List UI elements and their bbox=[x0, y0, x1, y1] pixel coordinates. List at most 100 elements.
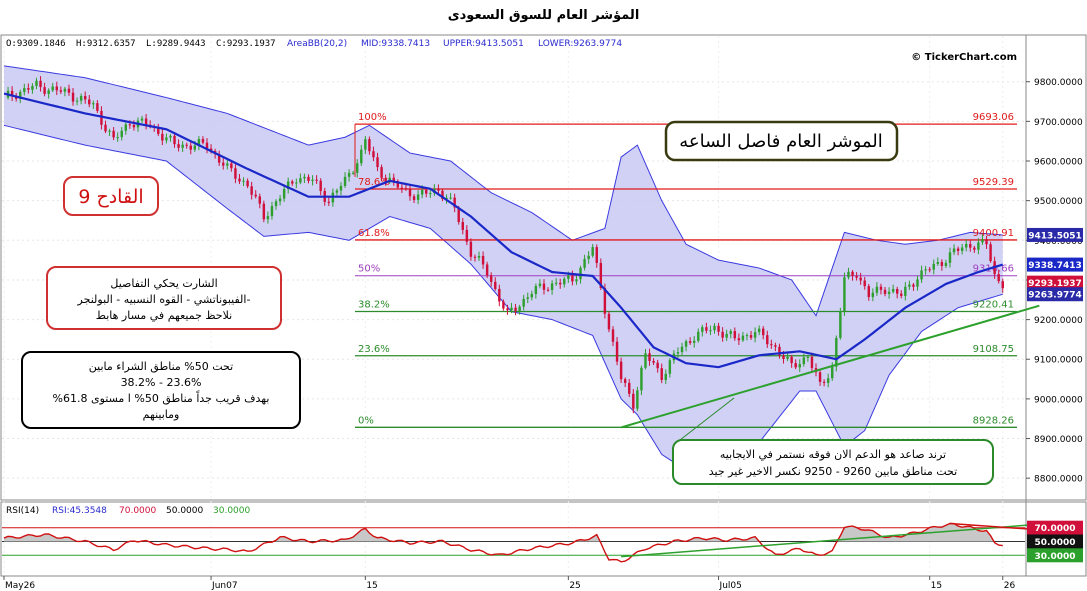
candle-down bbox=[705, 327, 708, 331]
candle-up bbox=[286, 181, 290, 189]
candle-down bbox=[895, 288, 899, 294]
candle-down bbox=[717, 325, 720, 332]
candle-up bbox=[745, 335, 749, 337]
candle-down bbox=[469, 241, 473, 257]
candle-down bbox=[396, 181, 400, 188]
bb-mid: MID:9338.7413 bbox=[361, 39, 430, 49]
annotation-title-box bbox=[664, 120, 899, 162]
candle-down bbox=[173, 135, 176, 145]
candle-down bbox=[863, 280, 866, 287]
candle-down bbox=[291, 181, 294, 184]
candle-up bbox=[875, 286, 879, 293]
candle-down bbox=[457, 207, 460, 223]
candle-up bbox=[35, 80, 38, 86]
candle-up bbox=[278, 198, 282, 202]
candle-down bbox=[615, 341, 619, 362]
candle-up bbox=[534, 286, 538, 294]
candle-up bbox=[124, 124, 128, 131]
y-tick-label: 9200.0000 bbox=[1034, 316, 1083, 326]
candle-up bbox=[680, 346, 684, 353]
candle-down bbox=[778, 346, 781, 356]
candle-down bbox=[473, 256, 477, 258]
candle-up bbox=[193, 145, 197, 150]
candle-down bbox=[307, 176, 310, 181]
candle-up bbox=[522, 298, 525, 307]
candle-up bbox=[554, 282, 558, 284]
candle-down bbox=[611, 329, 615, 342]
price-tag-label: 9293.1937 bbox=[1028, 279, 1082, 289]
x-tick-label: 26 bbox=[1004, 581, 1016, 591]
candle-down bbox=[623, 379, 627, 383]
bb-upper: UPPER:9413.5051 bbox=[443, 39, 524, 49]
y-tick-label: 9800.0000 bbox=[1034, 78, 1083, 88]
rsi-tag bbox=[1027, 520, 1083, 535]
candle-down bbox=[380, 167, 383, 178]
candle-up bbox=[806, 356, 810, 358]
candle-up bbox=[692, 340, 696, 343]
candle-up bbox=[847, 271, 850, 278]
candle-down bbox=[189, 145, 192, 150]
candle-down bbox=[721, 331, 724, 338]
candle-down bbox=[327, 201, 331, 203]
candle-up bbox=[920, 270, 923, 280]
candle-up bbox=[936, 261, 940, 264]
price-tag bbox=[1027, 287, 1083, 302]
candle-down bbox=[230, 163, 233, 169]
candle-up bbox=[140, 118, 144, 121]
candle-up bbox=[725, 333, 728, 338]
y-tick-label: 8900.0000 bbox=[1034, 435, 1083, 445]
band-area bbox=[4, 65, 1003, 471]
candle-down bbox=[376, 157, 379, 168]
fibonacci-levels: 100% 9693.06 78.6% 9529.39 61.8% 9400.91 50% 93… bbox=[354, 112, 1017, 428]
candle-down bbox=[749, 335, 753, 338]
candle-down bbox=[782, 355, 785, 359]
candle-down bbox=[774, 345, 777, 347]
y-tick-label: 9600.0000 bbox=[1034, 158, 1083, 168]
fib-pct-label: 78.6% bbox=[358, 177, 390, 188]
candle-up bbox=[339, 185, 343, 191]
candle-up bbox=[948, 252, 952, 263]
candle-down bbox=[441, 190, 444, 200]
candle-down bbox=[71, 92, 75, 102]
candle-down bbox=[502, 301, 505, 309]
candle-down bbox=[571, 275, 574, 282]
candle-up bbox=[169, 135, 172, 138]
candle-up bbox=[591, 247, 594, 256]
rsi-line bbox=[3, 522, 1003, 563]
candle-down bbox=[969, 243, 972, 248]
candle-up bbox=[270, 206, 274, 217]
candle-down bbox=[177, 144, 180, 148]
candle-up bbox=[343, 176, 347, 186]
fib-pct-label: 100% bbox=[358, 112, 387, 123]
candle-down bbox=[997, 274, 1000, 282]
candle-down bbox=[599, 262, 603, 289]
candle-up bbox=[977, 242, 980, 250]
fib-pct-label: 38.2% bbox=[358, 300, 390, 311]
fib-pct-label: 23.6% bbox=[358, 344, 390, 355]
candle-up bbox=[697, 331, 700, 341]
y-tick-label: 9700.0000 bbox=[1034, 118, 1083, 128]
x-tick-label: Jul05 bbox=[719, 581, 742, 591]
y-tick-label: 9500.0000 bbox=[1034, 197, 1083, 207]
watermark: © TickerChart.com bbox=[911, 52, 1017, 63]
candle-down bbox=[209, 148, 213, 152]
candle-down bbox=[628, 382, 631, 394]
candle-up bbox=[116, 137, 119, 139]
candle-down bbox=[559, 282, 562, 285]
candle-down bbox=[425, 189, 428, 194]
candle-up bbox=[226, 163, 229, 166]
ohlc-high: H:9312.6357 bbox=[76, 39, 136, 49]
candle-down bbox=[973, 247, 976, 250]
x-tick-label: May26 bbox=[5, 581, 35, 591]
candle-down bbox=[161, 133, 164, 141]
candle-down bbox=[465, 229, 469, 242]
candle-up bbox=[63, 88, 67, 92]
candle-down bbox=[514, 307, 517, 312]
x-tick-label: 25 bbox=[569, 581, 580, 591]
band-upper bbox=[3, 65, 1003, 317]
candle-up bbox=[477, 256, 481, 258]
candle-down bbox=[100, 110, 103, 125]
candle-down bbox=[96, 103, 99, 111]
candle-up bbox=[347, 172, 351, 177]
